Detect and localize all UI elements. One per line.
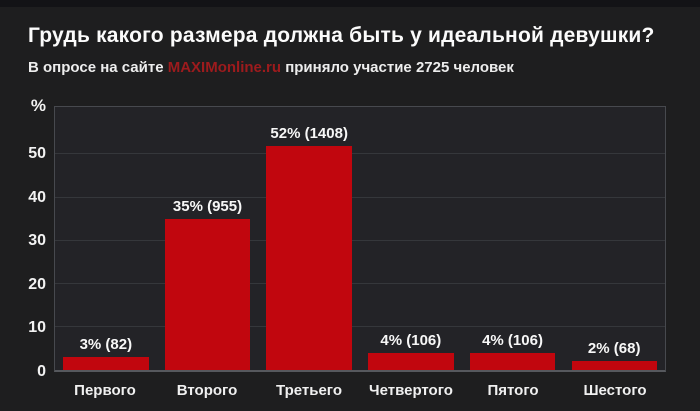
- x-axis-category-label: Шестого: [583, 382, 647, 399]
- x-axis-labels: Первого Второго Третьего Четвертого Пятого Ше…: [54, 382, 666, 399]
- y-tick-label: 50: [28, 144, 46, 162]
- bar-column: 4% (106): [462, 107, 564, 370]
- y-tick-label: 0: [37, 363, 46, 380]
- bar: [266, 145, 352, 370]
- y-axis-unit-label: %: [30, 96, 46, 115]
- y-tick-label: 20: [28, 275, 46, 293]
- y-tick-label: 40: [28, 188, 46, 206]
- x-axis-category-label: Второго: [176, 382, 238, 399]
- x-axis-category-label: Третьего: [275, 382, 343, 399]
- x-axis-category-label: Пятого: [487, 382, 539, 399]
- gridline: [55, 282, 665, 284]
- subtitle: В опросе на сайте MAXIMonline.ru приняло…: [28, 59, 514, 76]
- y-tick-label: 10: [28, 319, 46, 337]
- bar-column: 2% (68): [563, 107, 665, 370]
- bar-value-label: 2% (68): [587, 340, 641, 358]
- y-axis-ticks: 0 10 20 30 40 50: [0, 106, 46, 380]
- bar: [469, 352, 556, 370]
- bar: [164, 219, 251, 370]
- plot-area: 3% (82) 35% (955) 52% (1408) 4% (106) 4% (10…: [54, 106, 666, 372]
- gridline: [55, 325, 665, 327]
- bar: [571, 361, 657, 370]
- x-axis-category-label: Первого: [74, 382, 136, 399]
- top-edge-strip: [0, 0, 700, 7]
- bar-value-label: 35% (955): [172, 198, 243, 216]
- bar-value-label: 3% (82): [79, 336, 133, 354]
- bar: [63, 357, 149, 370]
- gridline: [55, 153, 665, 155]
- bar: [368, 352, 454, 370]
- maximonline-link[interactable]: MAXIMonline.ru: [167, 59, 282, 76]
- gridline: [55, 239, 665, 241]
- bars-row: 3% (82) 35% (955) 52% (1408) 4% (106) 4% (10…: [55, 107, 665, 370]
- subtitle-suffix: приняло участие 2725 человек: [281, 59, 514, 76]
- subtitle-prefix: В опросе на сайте: [28, 59, 168, 76]
- bar-value-label: 4% (106): [482, 331, 543, 349]
- y-tick-label: 30: [28, 232, 46, 250]
- bar-column: 3% (82): [55, 107, 157, 370]
- bar-column: 52% (1408): [258, 107, 360, 370]
- bar-column: 4% (106): [360, 107, 462, 370]
- gridline: [55, 196, 665, 198]
- bar-column: 35% (955): [157, 107, 259, 370]
- page-title: Грудь какого размера должна быть у идеал…: [28, 24, 655, 47]
- bar-value-label: 4% (106): [380, 331, 442, 349]
- x-axis-category-label: Четвертого: [369, 382, 453, 399]
- bar-value-label: 52% (1408): [270, 124, 348, 142]
